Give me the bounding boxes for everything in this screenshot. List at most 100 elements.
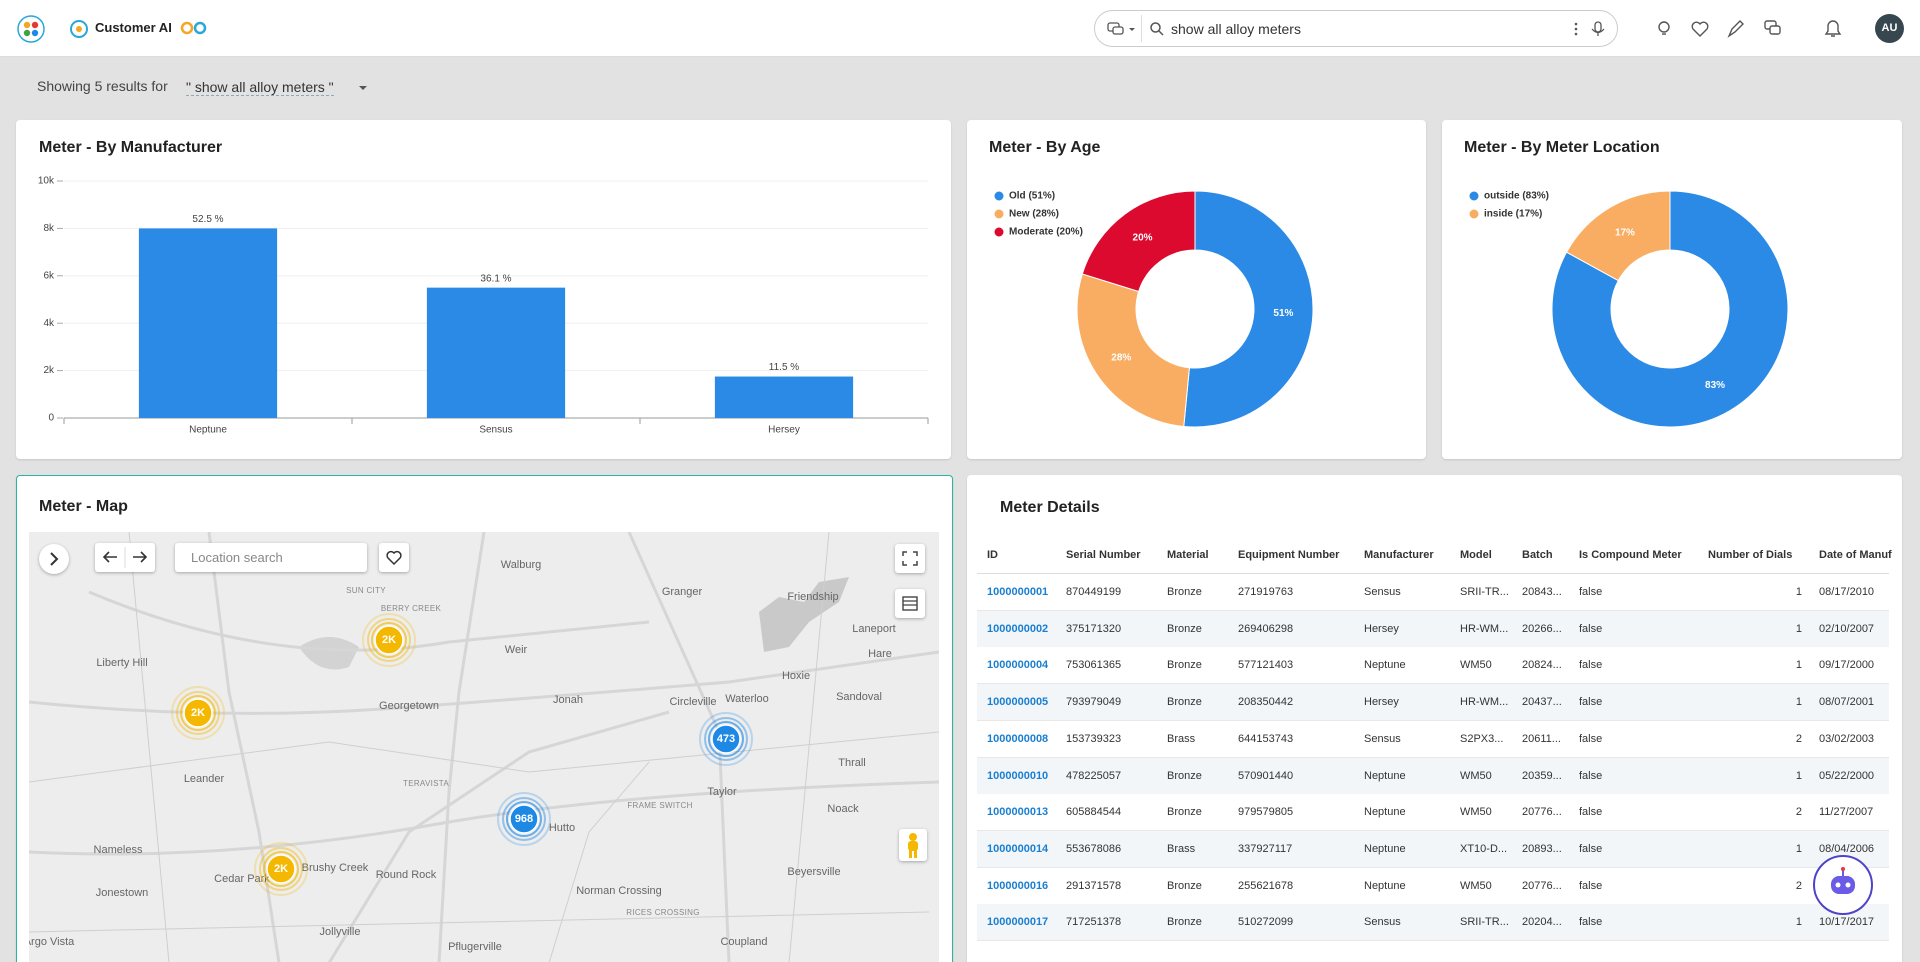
map-place-label: Georgetown	[379, 700, 439, 712]
bar	[426, 287, 566, 418]
column-header: Date of Manuf	[1819, 549, 1892, 561]
cluster-halo	[371, 622, 407, 658]
donut-slice	[1076, 273, 1190, 428]
slice-label: 28%	[1111, 353, 1131, 364]
map-canvas[interactable]: Walburg Granger Friendship Liberty Hill Geor…	[29, 532, 939, 962]
results-summary: Showing 5 results for	[37, 78, 168, 94]
table-cell: 375171320	[1066, 622, 1122, 635]
meter-id-link[interactable]: 1000000004	[987, 659, 1049, 672]
cluster-marker[interactable]	[183, 698, 213, 728]
results-query[interactable]: " show all alloy meters "	[186, 79, 334, 96]
table-cell: false	[1579, 622, 1603, 635]
table-cell: 11/27/2007	[1819, 806, 1874, 819]
meter-id-link[interactable]: 1000000017	[987, 916, 1049, 929]
table-cell: 1	[1795, 842, 1802, 855]
app-name: Customer AI	[95, 20, 172, 35]
map-place-label: Round Rock	[376, 869, 437, 881]
bar-label: 11.5 %	[769, 362, 799, 373]
favorite-button[interactable]	[379, 543, 409, 572]
card-title: Meter - By Manufacturer	[39, 139, 223, 156]
search-actions[interactable]	[1573, 21, 1609, 37]
table-cell: 271919763	[1238, 586, 1294, 598]
table-cell: false	[1579, 806, 1603, 819]
query-dropdown[interactable]	[358, 84, 368, 92]
cluster-halo	[254, 842, 308, 896]
cluster-marker[interactable]	[374, 625, 404, 655]
map-place-label: Pflugerville	[448, 941, 502, 953]
table-row: 1000000005 793979049 Bronze 208350442 Hersey…	[977, 684, 1889, 722]
product-logo	[70, 20, 88, 38]
list-view-button[interactable]	[895, 589, 925, 618]
table-cell: 08/04/2006	[1819, 842, 1875, 855]
manufacturer-card: Meter - By Manufacturer 0 2k 4k 6k 8k 10k 52.5…	[16, 120, 951, 459]
table-cell: Neptune	[1364, 806, 1406, 819]
map-place-label: Norman Crossing	[576, 885, 662, 897]
meter-id-link[interactable]: 1000000014	[987, 842, 1049, 855]
search-mode-icon[interactable]	[1107, 20, 1139, 38]
donut-slice	[1565, 190, 1671, 282]
cluster-halo	[180, 695, 216, 731]
table-cell: false	[1579, 842, 1603, 855]
avatar-initials: AU	[1881, 22, 1898, 34]
meter-id-link[interactable]: 1000000005	[987, 696, 1049, 709]
cluster-halo	[367, 618, 411, 662]
cluster-marker[interactable]	[711, 724, 741, 754]
legend-label: outside (83%)	[1484, 191, 1549, 202]
map-place-label: Weir	[505, 644, 528, 656]
map[interactable]: Walburg Granger Friendship Liberty Hill Geor…	[29, 532, 939, 962]
table-row: 1000000014 553678086 Brass 337927117 Neptune…	[977, 830, 1889, 868]
table-cell: 793979049	[1066, 696, 1122, 709]
card-title: Meter - Map	[39, 498, 128, 515]
app-launcher[interactable]	[16, 14, 46, 44]
cluster-marker[interactable]	[266, 854, 296, 884]
meter-id-link[interactable]: 1000000002	[987, 622, 1049, 635]
avatar[interactable]: AU	[1875, 14, 1904, 43]
meter-id-link[interactable]: 1000000010	[987, 769, 1049, 782]
table-cell: 2	[1795, 732, 1802, 745]
table-cell: HR-WM...	[1460, 622, 1509, 635]
table-cell: SRII-TR...	[1460, 586, 1509, 598]
cluster-halo	[171, 686, 225, 740]
table-cell: 20893...	[1522, 842, 1562, 855]
table-cell: 2	[1795, 806, 1802, 819]
street-view-pegman[interactable]	[899, 829, 927, 861]
meter-id-link[interactable]: 1000000008	[987, 732, 1049, 745]
meter-id-link[interactable]: 1000000016	[987, 879, 1049, 892]
table-cell: 510272099	[1238, 916, 1294, 929]
column-header: Number of Dials	[1708, 549, 1793, 561]
history-nav[interactable]	[95, 543, 155, 572]
assistant-bot[interactable]	[1813, 855, 1873, 915]
table-cell: 753061365	[1066, 659, 1122, 672]
map-place-label: Leander	[184, 773, 225, 785]
meter-id-link[interactable]: 1000000013	[987, 806, 1049, 819]
search-query[interactable]: show all alloy meters	[1171, 21, 1301, 37]
map-place-label: Cedar Park	[214, 873, 270, 885]
table-cell: 870449199	[1066, 586, 1122, 598]
cluster-count: 473	[717, 733, 735, 745]
map-place-label: Hutto	[549, 822, 575, 834]
map-place-label: Taylor	[707, 786, 737, 798]
table-cell: 570901440	[1238, 769, 1294, 782]
cluster-marker[interactable]	[509, 804, 539, 834]
location-search-placeholder: Location search	[191, 550, 283, 565]
location-search[interactable]: Location search	[175, 543, 367, 572]
fullscreen-button[interactable]	[895, 544, 925, 573]
cluster-halo	[704, 717, 748, 761]
map-place-label: Noack	[827, 803, 859, 815]
table-cell: 1	[1795, 696, 1802, 709]
legend-label: Old (51%)	[1009, 191, 1055, 202]
map-place-label: Nameless	[94, 844, 143, 856]
legend-label: inside (17%)	[1484, 209, 1542, 220]
map-place-label: Walburg	[501, 559, 542, 571]
expand-panel-button[interactable]	[39, 544, 69, 574]
table-cell: Bronze	[1167, 916, 1202, 929]
table-cell: XT10-D...	[1460, 842, 1508, 855]
toolbar-icons[interactable]	[1654, 18, 1854, 40]
cluster-halo	[497, 792, 551, 846]
meter-id-link[interactable]: 1000000001	[987, 586, 1049, 598]
search-box[interactable]: show all alloy meters	[1094, 10, 1618, 47]
table-cell: false	[1579, 916, 1603, 929]
table-cell: WM50	[1460, 806, 1492, 819]
y-tick-label: 10k	[38, 176, 55, 187]
y-tick-label: 0	[48, 413, 54, 424]
